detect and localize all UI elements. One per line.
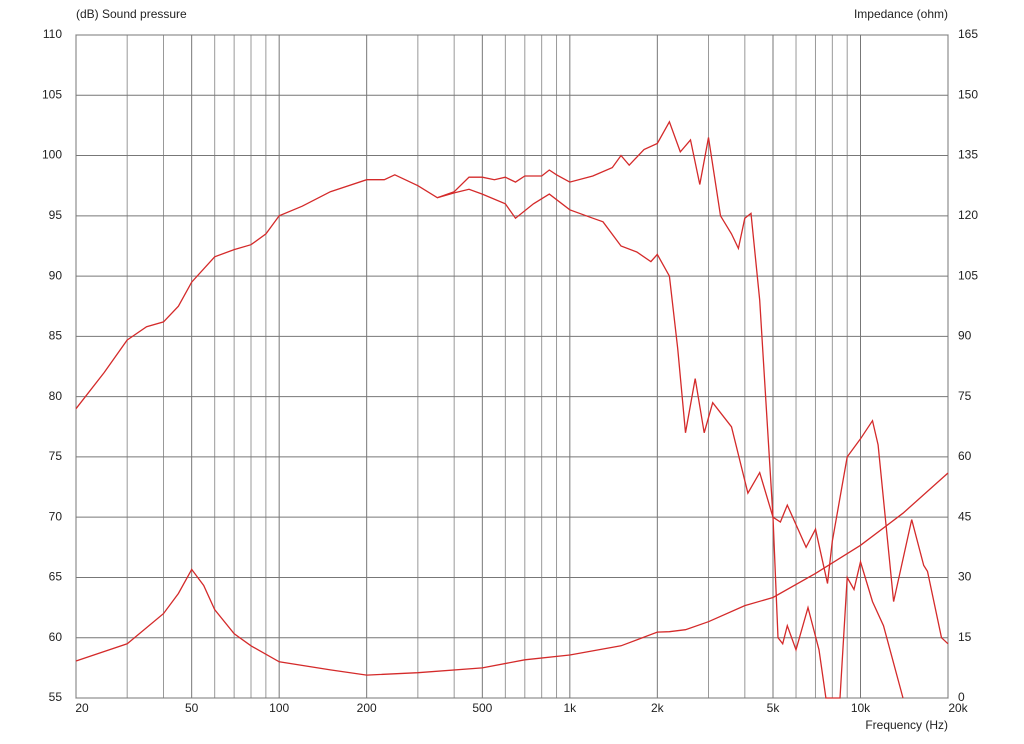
- y-tick-label: 60: [49, 630, 63, 644]
- y2-tick-label: 30: [958, 570, 972, 584]
- x-tick-label: 50: [185, 701, 199, 715]
- x-axis-label: Frequency (Hz): [865, 718, 948, 732]
- y-axis-label: (dB) Sound pressure: [76, 7, 187, 21]
- x-tick-label: 2k: [651, 701, 665, 715]
- y-tick-label: 100: [42, 148, 62, 162]
- y2-tick-label: 135: [958, 148, 978, 162]
- line-series: [75, 472, 949, 676]
- y2-tick-label: 150: [958, 87, 978, 101]
- y-tick-label: 85: [49, 329, 63, 343]
- y2-tick-label: 75: [958, 389, 972, 403]
- line-series: [75, 120, 904, 699]
- y2-tick-label: 120: [958, 208, 978, 222]
- y2-tick-label: 0: [958, 690, 965, 704]
- y-tick-label: 65: [49, 570, 63, 584]
- line-series: [437, 188, 949, 645]
- y-tick-label: 70: [49, 509, 63, 523]
- x-tick-label: 20: [75, 701, 89, 715]
- y-tick-label: 75: [49, 449, 63, 463]
- x-tick-label: 5k: [767, 701, 781, 715]
- y2-tick-label: 15: [958, 630, 972, 644]
- x-tick-label: 10k: [851, 701, 871, 715]
- y2-tick-label: 90: [958, 329, 972, 343]
- y-tick-label: 110: [43, 27, 62, 41]
- y-tick-label: 80: [49, 389, 63, 403]
- x-tick-label: 100: [269, 701, 289, 715]
- y-tick-label: 90: [49, 268, 63, 282]
- y-tick-label: 105: [42, 87, 62, 101]
- x-tick-label: 500: [472, 701, 492, 715]
- y-tick-label: 95: [49, 208, 63, 222]
- x-tick-label: 20k: [948, 701, 968, 715]
- y-tick-label: 55: [49, 690, 63, 704]
- x-tick-label: 200: [357, 701, 377, 715]
- y2-tick-label: 45: [958, 509, 972, 523]
- y2-tick-label: 105: [958, 268, 978, 282]
- x-tick-label: 1k: [563, 701, 577, 715]
- y2-axis-label: Impedance (ohm): [854, 7, 948, 21]
- y2-tick-label: 60: [958, 449, 972, 463]
- y2-tick-label: 165: [958, 27, 978, 41]
